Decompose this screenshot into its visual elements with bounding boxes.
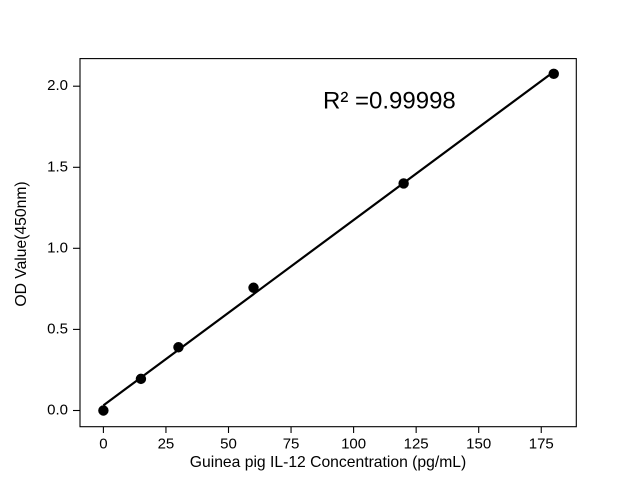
svg-text:2.0: 2.0 <box>47 77 68 94</box>
svg-text:1.5: 1.5 <box>47 158 68 175</box>
svg-text:0.0: 0.0 <box>47 402 68 419</box>
svg-text:OD Value(450nm): OD Value(450nm) <box>13 181 30 306</box>
svg-text:0: 0 <box>99 435 107 452</box>
svg-text:125: 125 <box>404 435 429 452</box>
svg-text:25: 25 <box>158 435 175 452</box>
svg-text:1.0: 1.0 <box>47 239 68 256</box>
svg-text:150: 150 <box>466 435 491 452</box>
svg-text:75: 75 <box>283 435 300 452</box>
svg-text:R² =0.99998: R² =0.99998 <box>323 88 456 115</box>
svg-text:100: 100 <box>341 435 366 452</box>
svg-text:175: 175 <box>529 435 554 452</box>
svg-text:50: 50 <box>220 435 237 452</box>
svg-text:Guinea pig IL-12 Concentration: Guinea pig IL-12 Concentration (pg/mL) <box>190 454 466 471</box>
svg-text:0.5: 0.5 <box>47 320 68 337</box>
